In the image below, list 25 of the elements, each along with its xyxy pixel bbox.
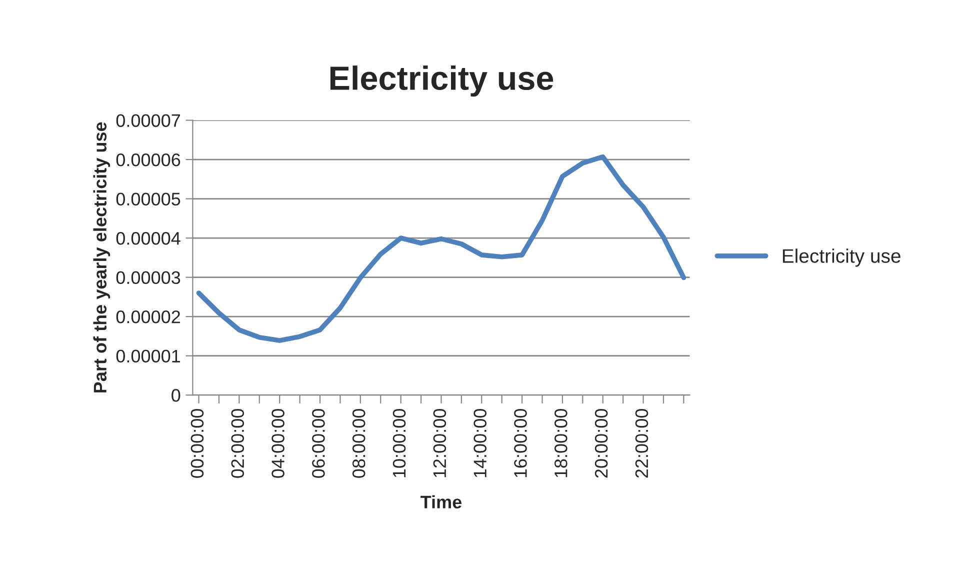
x-tick-label: 12:00:00 (433, 408, 446, 478)
x-tick-label: 18:00:00 (554, 408, 568, 478)
x-tick-label: 04:00:00 (272, 408, 284, 478)
line-series (196, 154, 686, 343)
y-tick-label: 0.00002 (116, 310, 180, 324)
x-tick-label: 16:00:00 (514, 408, 527, 478)
x-tick-label: 10:00:00 (392, 408, 406, 478)
y-tick-label: 0.00005 (116, 192, 180, 206)
y-tick-label: 0.00001 (116, 350, 180, 363)
x-tick-label: 08:00:00 (352, 408, 366, 478)
x-tick-label: 20:00:00 (594, 408, 608, 478)
y-tick-label: 0 (172, 389, 180, 402)
x-axis-title: Time (420, 495, 462, 508)
y-tick-label: 0.00004 (116, 232, 180, 245)
y-tick-label: 0.00003 (116, 271, 180, 284)
x-tick-label: 22:00:00 (635, 408, 648, 478)
legend-label: Electricity use (782, 248, 900, 267)
x-tick-label: 14:00:00 (474, 408, 486, 478)
y-tick-label: 0.00006 (116, 153, 180, 166)
y-tick-label: 0.00007 (116, 114, 180, 127)
y-axis-title: Part of the yearly electricity use (93, 122, 110, 392)
x-tick-label: 00:00:00 (190, 408, 204, 478)
x-tick-label: 06:00:00 (312, 408, 325, 478)
chart-title: Electricity use (330, 66, 554, 97)
x-tick-label: 02:00:00 (231, 408, 244, 478)
